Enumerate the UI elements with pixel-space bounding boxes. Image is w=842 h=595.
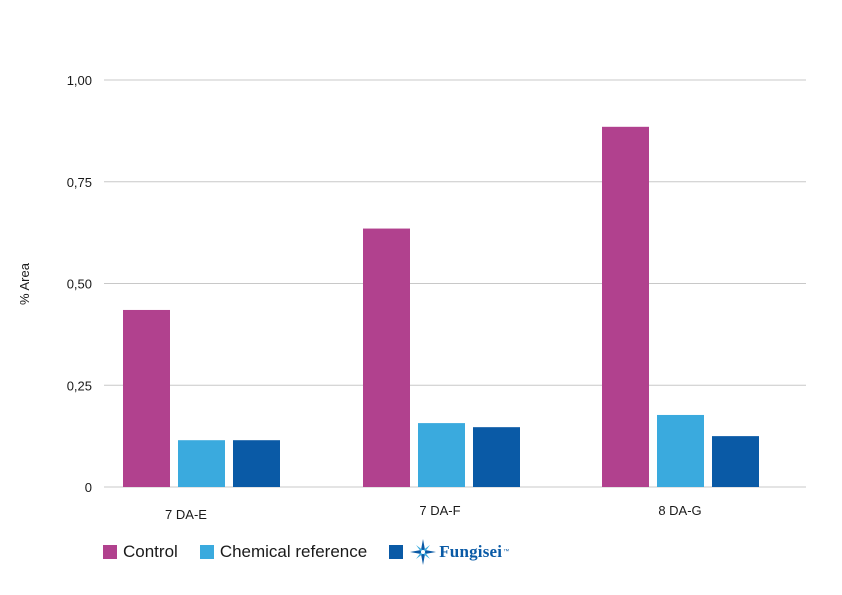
bar-control: [123, 309, 170, 487]
y-tick-label: 0,75: [67, 175, 92, 190]
legend-swatch-control: [103, 545, 117, 559]
y-tick-label: 0,25: [67, 378, 92, 393]
fungisei-logo-text: Fungisei: [439, 542, 503, 561]
y-tick-label: 0: [85, 480, 92, 495]
bar-fungisei: [712, 436, 759, 487]
x-tick-label: 7 DA-F: [419, 503, 460, 518]
bar-control: [363, 228, 410, 487]
legend-item-chemical-reference: Chemical reference: [199, 542, 368, 562]
y-tick-label: 1,00: [67, 73, 92, 88]
x-tick-label: 8 DA-G: [658, 503, 701, 518]
legend: Control Chemical reference Fungisei ™: [103, 538, 531, 566]
legend-item-control: Control: [103, 542, 178, 562]
y-tick-label: 0,50: [67, 277, 92, 292]
y-tick-labels: 0 0,25 0,50 0,75 1,00: [67, 73, 92, 495]
bar-chemical-reference: [178, 440, 225, 487]
compass-star-icon: [410, 539, 437, 565]
bar-fungisei: [233, 440, 280, 487]
fungisei-logo: Fungisei ™: [409, 538, 509, 566]
x-tick-labels: 7 DA-E 7 DA-F 8 DA-G: [165, 503, 702, 522]
legend-swatch-chemical-reference: [199, 545, 214, 559]
bar-chemical-reference: [418, 423, 465, 487]
bar-fungisei: [473, 427, 520, 487]
y-axis-label: % Area: [17, 262, 32, 305]
fungisei-trademark: ™: [503, 549, 510, 555]
bars: [123, 126, 759, 488]
legend-label-chemical-reference: Chemical reference: [219, 542, 368, 561]
legend-label-control: Control: [123, 542, 178, 561]
x-tick-label: 7 DA-E: [165, 507, 207, 522]
bar-control: [602, 126, 649, 488]
bar-chemical-reference: [657, 414, 704, 487]
legend-item-fungisei: Fungisei ™: [389, 538, 509, 566]
legend-swatch-fungisei: [389, 545, 404, 559]
